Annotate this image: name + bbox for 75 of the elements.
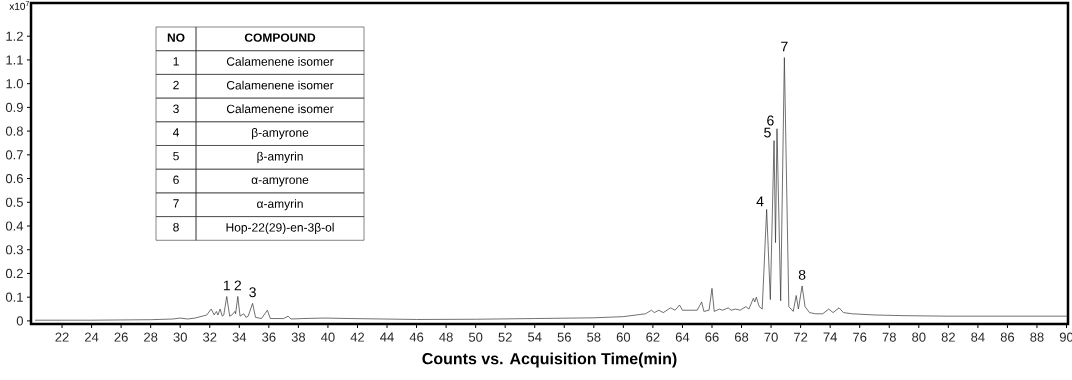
x-tick-label: 50 [468, 332, 483, 342]
x-tick-label: 84 [971, 332, 985, 342]
y-tick-label: 0.1 [5, 292, 23, 302]
annotation: 4 [172, 128, 179, 137]
x-tick-label: 86 [1000, 332, 1015, 342]
annotation: 7 [173, 199, 179, 208]
annotation: 5 [764, 127, 771, 138]
x-tick-label: 32 [203, 332, 217, 342]
x-tick-label: 82 [941, 332, 955, 342]
annotation: Hop-22(29)-en-3β-ol [226, 222, 334, 235]
x-tick-label: 28 [144, 332, 158, 342]
annotation: α-amyrin [257, 199, 303, 211]
x-tick-label: 46 [409, 332, 424, 342]
x-tick-label: 88 [1030, 332, 1044, 342]
y-tick-label: 0.9 [5, 102, 23, 112]
x-tick-label: 72 [794, 332, 808, 342]
y-tick-label: 0.2 [5, 268, 23, 279]
y-tick-label: 0.6 [5, 173, 23, 184]
annotation: 6 [173, 175, 179, 185]
annotation: Calamenene isomer [226, 56, 334, 66]
annotation: α-amyrone [251, 177, 309, 187]
x-tick-label: 78 [882, 332, 896, 342]
x-tick-label: 70 [764, 332, 778, 342]
x-tick-label: 74 [823, 332, 838, 342]
annotation: 3 [173, 104, 179, 113]
annotation: 5 [173, 151, 179, 161]
y-tick-label: 0.4 [5, 221, 24, 231]
annotation: 8 [798, 269, 806, 280]
x-tick-label: 34 [232, 332, 247, 342]
x-tick-label: 30 [173, 332, 187, 342]
y-tick-label: 0.7 [5, 150, 23, 160]
annotation: 1 [223, 280, 230, 291]
x-tick-label: 26 [114, 332, 128, 342]
x-tick-label: 22 [55, 332, 69, 342]
y-axis-title: x10$^{7}$ [9, 1, 29, 10]
annotation: 2 [173, 80, 179, 90]
y-tick-label: 1.1 [6, 55, 23, 65]
annotation: 7 [781, 41, 788, 52]
x-tick-label: 40 [321, 332, 335, 342]
x-tick-label: 64 [675, 332, 690, 342]
x-tick-label: 56 [557, 332, 571, 342]
x-tick-label: 54 [528, 332, 542, 342]
x-tick-label: 62 [646, 332, 660, 342]
annotation: 2 [234, 280, 242, 291]
x-axis-title: Counts vs. Acquisition Time(min) [422, 352, 677, 368]
annotation: 4 [756, 196, 764, 207]
annotation: 6 [767, 115, 774, 126]
x-tick-label: 68 [734, 332, 749, 342]
x-tick-label: 24 [85, 332, 99, 342]
annotation: NO [167, 33, 185, 42]
x-tick-label: 66 [705, 332, 719, 342]
x-tick-label: 80 [912, 332, 926, 342]
x-tick-label: 38 [291, 332, 306, 342]
annotation: Calamenene isomer [226, 80, 334, 90]
y-tick-label: 1.0 [6, 79, 23, 89]
x-tick-label: 48 [439, 332, 453, 342]
annotation: β-amyrin [257, 151, 303, 163]
y-tick-label: 0.5 [5, 197, 23, 207]
annotation: 3 [249, 287, 256, 298]
annotation: 1 [173, 57, 179, 66]
annotation: Calamenene isomer [226, 104, 334, 114]
x-tick-label: 36 [262, 332, 276, 342]
x-tick-label: 58 [587, 332, 601, 342]
x-tick-label: 42 [350, 332, 365, 342]
x-tick-label: 44 [380, 332, 394, 342]
x-tick-label: 76 [853, 332, 867, 342]
y-tick-label: 0 [16, 316, 23, 326]
y-tick-label: 1.2 [6, 31, 23, 41]
x-tick-label: 60 [616, 332, 631, 342]
annotation: COMPOUND [244, 33, 316, 42]
x-tick-label: 52 [498, 332, 512, 342]
annotation: 8 [173, 223, 179, 232]
annotation: β-amyrone [252, 128, 309, 140]
y-tick-label: 0.8 [5, 126, 23, 136]
y-tick-label: 0.3 [5, 245, 23, 255]
